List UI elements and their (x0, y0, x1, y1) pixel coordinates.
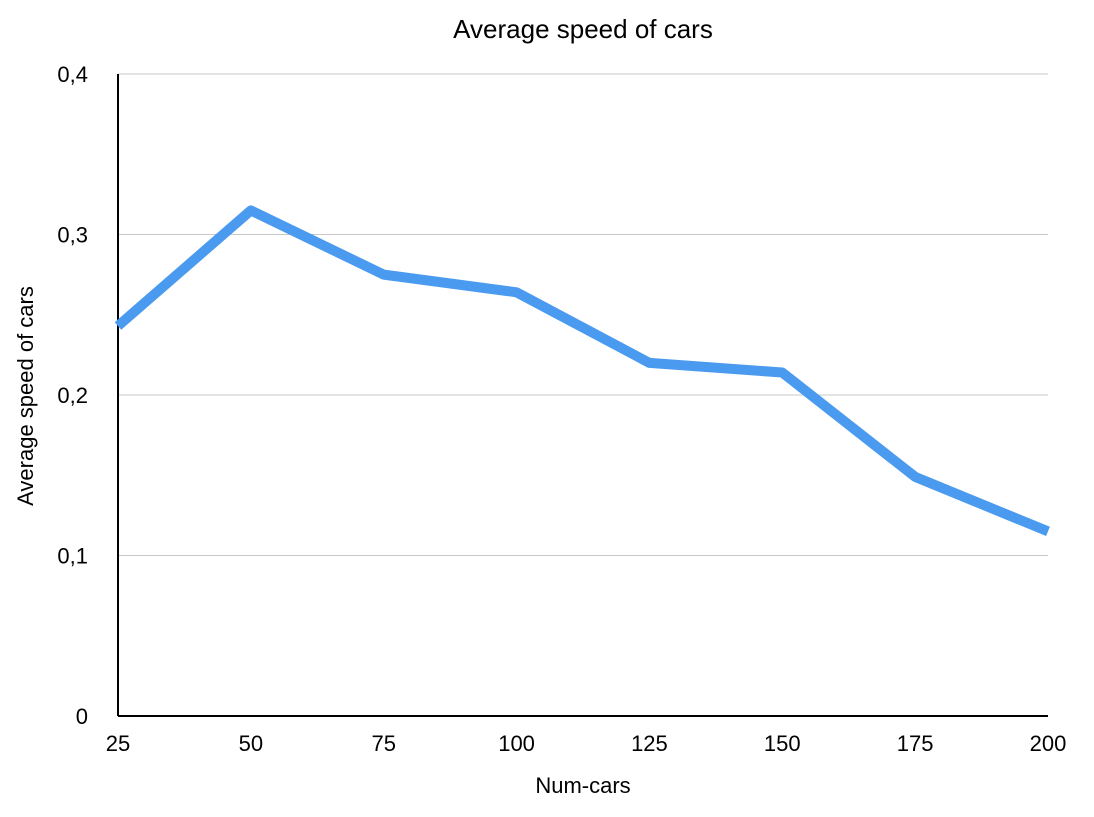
y-tick-label: 0 (76, 704, 88, 729)
x-tick-label: 100 (498, 731, 535, 756)
y-tick-label: 0,2 (57, 383, 88, 408)
x-tick-label: 200 (1030, 731, 1067, 756)
x-tick-label: 175 (897, 731, 934, 756)
x-axis-label: Num-cars (535, 773, 630, 798)
chart-title: Average speed of cars (453, 14, 713, 44)
y-tick-labels: 0 0,1 0,2 0,3 0,4 (57, 62, 88, 729)
y-tick-label: 0,1 (57, 544, 88, 569)
y-tick-label: 0,3 (57, 223, 88, 248)
y-tick-label: 0,4 (57, 62, 88, 87)
x-tick-label: 25 (106, 731, 130, 756)
x-tick-label: 50 (239, 731, 263, 756)
x-tick-label: 75 (371, 731, 395, 756)
y-axis-label: Average speed of cars (13, 286, 38, 506)
x-tick-label: 150 (764, 731, 801, 756)
gridlines (118, 73, 1048, 556)
axes (117, 74, 1048, 717)
x-tick-labels: 25 50 75 100 125 150 175 200 (106, 731, 1067, 756)
series-line (114, 205, 1050, 537)
x-tick-label: 125 (631, 731, 668, 756)
series-layer (114, 205, 1050, 537)
